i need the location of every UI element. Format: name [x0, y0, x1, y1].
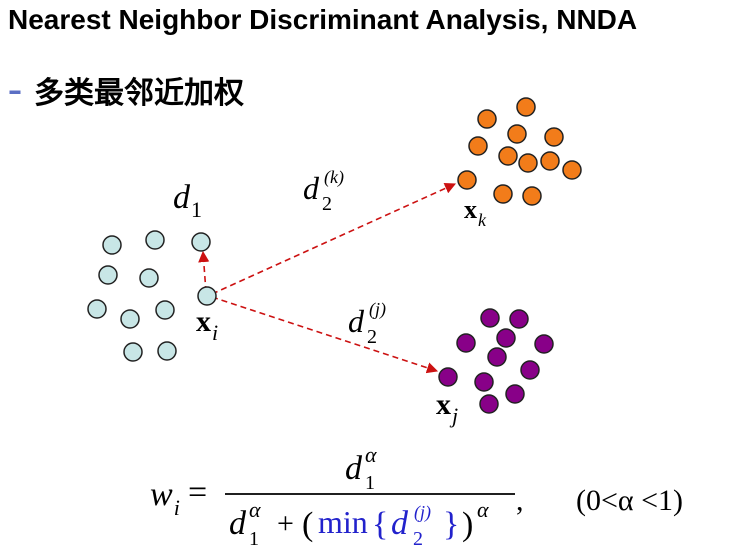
point-i — [123, 342, 143, 362]
point-xk — [457, 170, 477, 190]
arrow-d2k — [211, 183, 457, 295]
point-j — [509, 309, 529, 329]
point-k — [498, 146, 518, 166]
point-i — [139, 268, 159, 288]
formula-condition: (0<α <1) — [576, 484, 683, 517]
cluster-k — [457, 97, 582, 206]
bullet-dash: – — [8, 73, 22, 107]
cluster-i — [87, 230, 217, 362]
formula-equals: = — [188, 474, 207, 511]
bullet-text: 多类最邻近加权 — [34, 76, 244, 111]
cluster-j — [438, 308, 554, 414]
point-i — [98, 265, 118, 285]
point-k — [522, 186, 542, 206]
svg-text:1: 1 — [365, 472, 375, 494]
bullet-row: – 多类最邻近加权 — [8, 68, 244, 112]
svg-text:1: 1 — [249, 528, 259, 550]
svg-text:2: 2 — [367, 326, 377, 348]
label-xi: xi — [196, 305, 218, 345]
point-k — [518, 153, 538, 173]
point-i — [145, 230, 165, 250]
point-i — [120, 309, 140, 329]
svg-text:d: d — [348, 303, 365, 339]
label-d2j: d 2 (j) — [348, 299, 386, 348]
point-k — [562, 160, 582, 180]
arrow-d2j — [211, 296, 439, 374]
svg-text:α: α — [365, 442, 377, 467]
point-k — [544, 127, 564, 147]
point-k — [493, 184, 513, 204]
svg-text:+: + — [277, 507, 294, 540]
label-xj: xj — [436, 388, 458, 428]
svg-text:d: d — [391, 505, 409, 542]
point-i — [155, 300, 175, 320]
point-k — [507, 124, 527, 144]
svg-text:2: 2 — [322, 193, 332, 215]
svg-text:α: α — [249, 497, 261, 522]
label-xk: xk — [464, 195, 487, 230]
point-k — [477, 109, 497, 129]
point-i — [87, 299, 107, 319]
svg-text:2: 2 — [413, 528, 423, 550]
point-j — [520, 360, 540, 380]
point-i — [191, 232, 211, 252]
point-xi — [197, 286, 217, 306]
svg-text:(j): (j) — [369, 299, 386, 320]
svg-text:(k): (k) — [324, 167, 344, 188]
formula-denominator: d — [229, 505, 247, 542]
svg-text:d: d — [303, 170, 320, 206]
svg-text:(: ( — [302, 506, 313, 543]
point-j — [534, 334, 554, 354]
svg-text:(j): (j) — [414, 502, 431, 523]
weight-formula: wi = d α 1 d α 1 + ( min { d (j) 2 } ) α… — [150, 442, 683, 550]
point-j — [496, 328, 516, 348]
svg-text:{: { — [372, 506, 388, 543]
point-i — [102, 235, 122, 255]
point-xj — [438, 367, 458, 387]
point-j — [456, 333, 476, 353]
label-d1: d1 — [173, 179, 202, 222]
svg-text:): ) — [462, 506, 473, 543]
point-j — [505, 384, 525, 404]
point-k — [540, 151, 560, 171]
slide-title: Nearest Neighbor Discriminant Analysis, … — [8, 4, 638, 35]
svg-text:}: } — [443, 506, 459, 543]
point-j — [487, 347, 507, 367]
formula-min: min — [318, 504, 368, 540]
point-j — [480, 308, 500, 328]
point-k — [468, 136, 488, 156]
arrow-d1 — [198, 250, 210, 293]
label-d2k: d 2 (k) — [303, 167, 344, 215]
svg-text:α: α — [477, 497, 489, 522]
point-i — [157, 341, 177, 361]
formula-lhs: wi — [150, 476, 180, 520]
point-j — [474, 372, 494, 392]
point-j — [479, 394, 499, 414]
formula-numerator: d — [345, 450, 363, 487]
svg-text:,: , — [516, 484, 524, 517]
point-k — [516, 97, 536, 117]
